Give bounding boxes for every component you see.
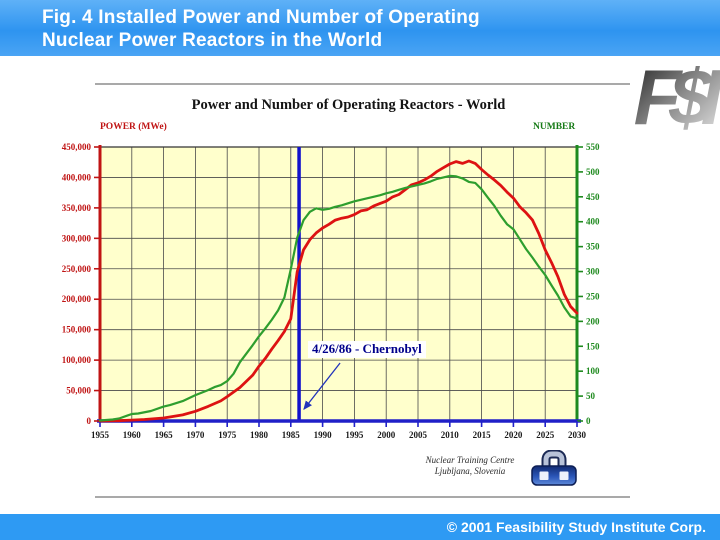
right-tick-label: 500 bbox=[586, 167, 600, 177]
number-axis-title: NUMBER bbox=[533, 122, 576, 132]
x-tick-label: 1965 bbox=[155, 430, 174, 440]
x-tick-label: 1980 bbox=[250, 430, 269, 440]
left-tick-label: 450,000 bbox=[62, 142, 92, 152]
left-tick-label: 300,000 bbox=[62, 233, 92, 243]
power-series-line bbox=[98, 159, 579, 423]
x-tick-label: 1995 bbox=[345, 430, 364, 440]
fsi-logo-text: F$I bbox=[634, 53, 720, 141]
ntc-logo-base bbox=[531, 465, 577, 486]
right-tick-label: 0 bbox=[586, 416, 591, 426]
right-tick-label: 350 bbox=[586, 242, 600, 252]
fsi-logo: F$I bbox=[634, 53, 720, 141]
attribution-block: Nuclear Training Centre Ljubljana, Slove… bbox=[412, 455, 528, 477]
right-tick-label: 50 bbox=[586, 391, 596, 401]
header-title-line1: Fig. 4 Installed Power and Number of Ope… bbox=[42, 7, 480, 28]
x-tick-label: 2030 bbox=[568, 430, 587, 440]
x-tick-label: 1960 bbox=[123, 430, 142, 440]
x-tick-label: 2010 bbox=[441, 430, 460, 440]
x-tick-label: 2025 bbox=[536, 430, 555, 440]
header-bar: Fig. 4 Installed Power and Number of Ope… bbox=[0, 0, 720, 56]
right-tick-label: 300 bbox=[586, 267, 600, 277]
ntc-logo-window-left bbox=[539, 471, 549, 480]
bottom-divider-line bbox=[95, 496, 630, 498]
power-axis-title: POWER (MWe) bbox=[100, 122, 167, 132]
left-tick-label: 0 bbox=[87, 416, 92, 426]
x-tick-label: 2005 bbox=[409, 430, 428, 440]
footer-bar: © 2001 Feasibility Study Institute Corp. bbox=[0, 514, 720, 540]
left-tick-label: 50,000 bbox=[66, 386, 91, 396]
left-tick-label: 150,000 bbox=[62, 325, 92, 335]
right-tick-label: 400 bbox=[586, 217, 600, 227]
number-series-line bbox=[98, 174, 579, 422]
x-tick-label: 2000 bbox=[377, 430, 396, 440]
left-tick-label: 400,000 bbox=[62, 172, 92, 182]
chart-title: Power and Number of Operating Reactors -… bbox=[191, 97, 506, 113]
left-tick-label: 100,000 bbox=[62, 355, 92, 365]
x-tick-label: 1985 bbox=[282, 430, 301, 440]
header-title-line2: Nuclear Power Reactors in the World bbox=[42, 30, 383, 51]
plot-background bbox=[100, 147, 577, 421]
top-divider-line bbox=[95, 83, 630, 85]
x-tick-label: 2015 bbox=[473, 430, 492, 440]
x-tick-label: 1970 bbox=[186, 430, 205, 440]
right-tick-label: 450 bbox=[586, 192, 600, 202]
attribution-line1: Nuclear Training Centre bbox=[425, 455, 515, 465]
left-tick-label: 350,000 bbox=[62, 203, 92, 213]
ntc-logo bbox=[531, 450, 577, 486]
right-tick-label: 100 bbox=[586, 366, 600, 376]
right-tick-label: 250 bbox=[586, 291, 600, 301]
right-tick-label: 200 bbox=[586, 316, 600, 326]
attribution-line2: Ljubljana, Slovenia bbox=[434, 466, 506, 476]
x-tick-label: 1955 bbox=[91, 430, 110, 440]
annotation-arrow bbox=[303, 362, 341, 411]
x-tick-label: 1990 bbox=[314, 430, 333, 440]
right-tick-label: 550 bbox=[586, 142, 600, 152]
left-tick-label: 250,000 bbox=[62, 264, 92, 274]
ntc-logo-window-right bbox=[559, 471, 569, 480]
ntc-logo-arch bbox=[543, 451, 565, 473]
x-tick-label: 2020 bbox=[504, 430, 523, 440]
right-tick-label: 150 bbox=[586, 341, 600, 351]
footer-copyright: © 2001 Feasibility Study Institute Corp. bbox=[446, 519, 706, 535]
x-tick-label: 1975 bbox=[218, 430, 237, 440]
left-tick-label: 200,000 bbox=[62, 294, 92, 304]
chernobyl-annotation: 4/26/86 - Chernobyl bbox=[308, 341, 426, 358]
